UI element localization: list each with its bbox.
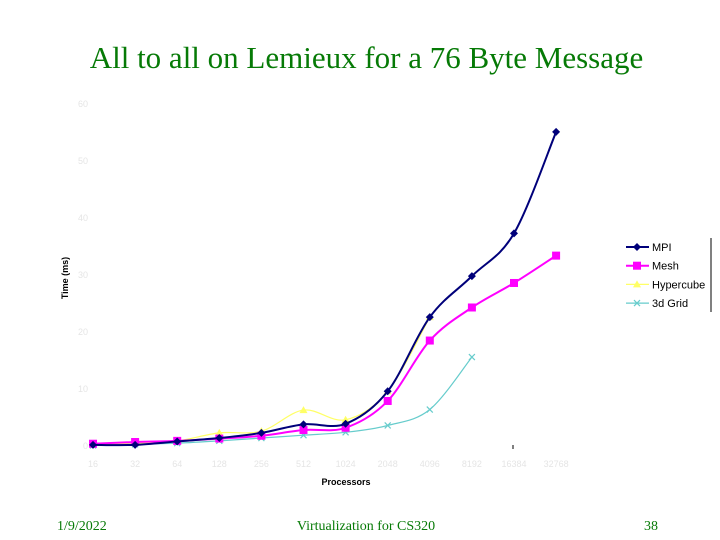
data-point-mpi (510, 229, 518, 238)
x-tick-label: 16 (88, 459, 98, 469)
data-point-mpi (299, 420, 308, 429)
x-tick-label: 256 (254, 459, 269, 469)
data-point-hypercube (341, 415, 350, 423)
y-axis-ticks: 0 10 20 30 40 50 60 (78, 99, 88, 451)
series-line-hypercube (92, 316, 431, 445)
data-point-mesh (383, 396, 392, 405)
x-axis-label: Processors (321, 477, 370, 487)
data-point-mesh (510, 278, 518, 287)
y-tick-label: 0 (83, 441, 88, 451)
legend: MPI Mesh Hypercube 3d Grid (626, 238, 712, 312)
data-point-mpi (89, 440, 97, 449)
data-point-mpi (173, 437, 182, 446)
data-point-mesh (467, 303, 476, 312)
plot-series (89, 127, 561, 449)
data-point-3d-grid (426, 406, 434, 413)
legend-label-3d-grid: 3d Grid (652, 298, 688, 310)
footer-center-text: Virtualization for CS320 (296, 519, 436, 534)
y-tick-label: 30 (78, 270, 88, 280)
data-point-mpi (131, 440, 140, 449)
data-point-mesh (552, 251, 561, 260)
legend-marker-mesh (633, 261, 641, 270)
legend-label-mesh: Mesh (652, 261, 679, 273)
x-tick-label: 2048 (378, 459, 398, 469)
data-point-3d-grid (468, 353, 476, 361)
data-point-mpi (215, 434, 224, 443)
x-tick-label: 512 (296, 459, 311, 469)
data-point-hypercube (215, 428, 224, 436)
footer-date: 1/9/2022 (57, 519, 107, 534)
data-point-mpi (257, 428, 266, 437)
y-tick-label: 60 (78, 99, 88, 109)
legend-marker-hypercube (633, 280, 641, 288)
legend-label-mpi: MPI (652, 242, 672, 254)
legend-marker-3d-grid (633, 299, 641, 307)
data-point-mpi (425, 313, 434, 322)
page-number: 38 (644, 519, 658, 534)
x-tick-label: 128 (212, 459, 227, 469)
slide-title: All to all on Lemieux for a 76 Byte Mess… (89, 40, 644, 75)
data-point-mpi (383, 387, 392, 396)
data-point-mpi (467, 272, 476, 281)
series-line-mpi (92, 131, 558, 447)
y-tick-label: 40 (78, 213, 88, 223)
y-tick-label: 10 (78, 384, 88, 394)
x-tick-label: 64 (172, 459, 182, 469)
legend-marker-mpi (633, 243, 641, 251)
y-axis-label: Time (ms) (60, 257, 70, 299)
data-point-mpi (552, 127, 561, 136)
x-tick-label: 8192 (462, 459, 482, 469)
data-point-mesh (425, 336, 434, 345)
x-tick-label: 4096 (420, 459, 440, 469)
x-tick-label: 1024 (336, 459, 356, 469)
x-axis-ticks: 16 32 64 128 256 512 1024 2048 4096 8192 16384 3276… (88, 459, 569, 469)
x-tick-label: 32768 (544, 459, 569, 469)
x-tick-label: 16384 (501, 459, 526, 469)
x-tick-label: 32 (130, 459, 140, 469)
data-point-hypercube (299, 406, 308, 414)
data-point-3d-grid (384, 422, 392, 429)
data-point-mesh (299, 426, 308, 435)
y-tick-label: 50 (78, 156, 88, 166)
data-point-mpi (341, 419, 350, 428)
legend-label-hypercube: Hypercube (652, 279, 705, 291)
y-tick-label: 20 (78, 327, 88, 337)
